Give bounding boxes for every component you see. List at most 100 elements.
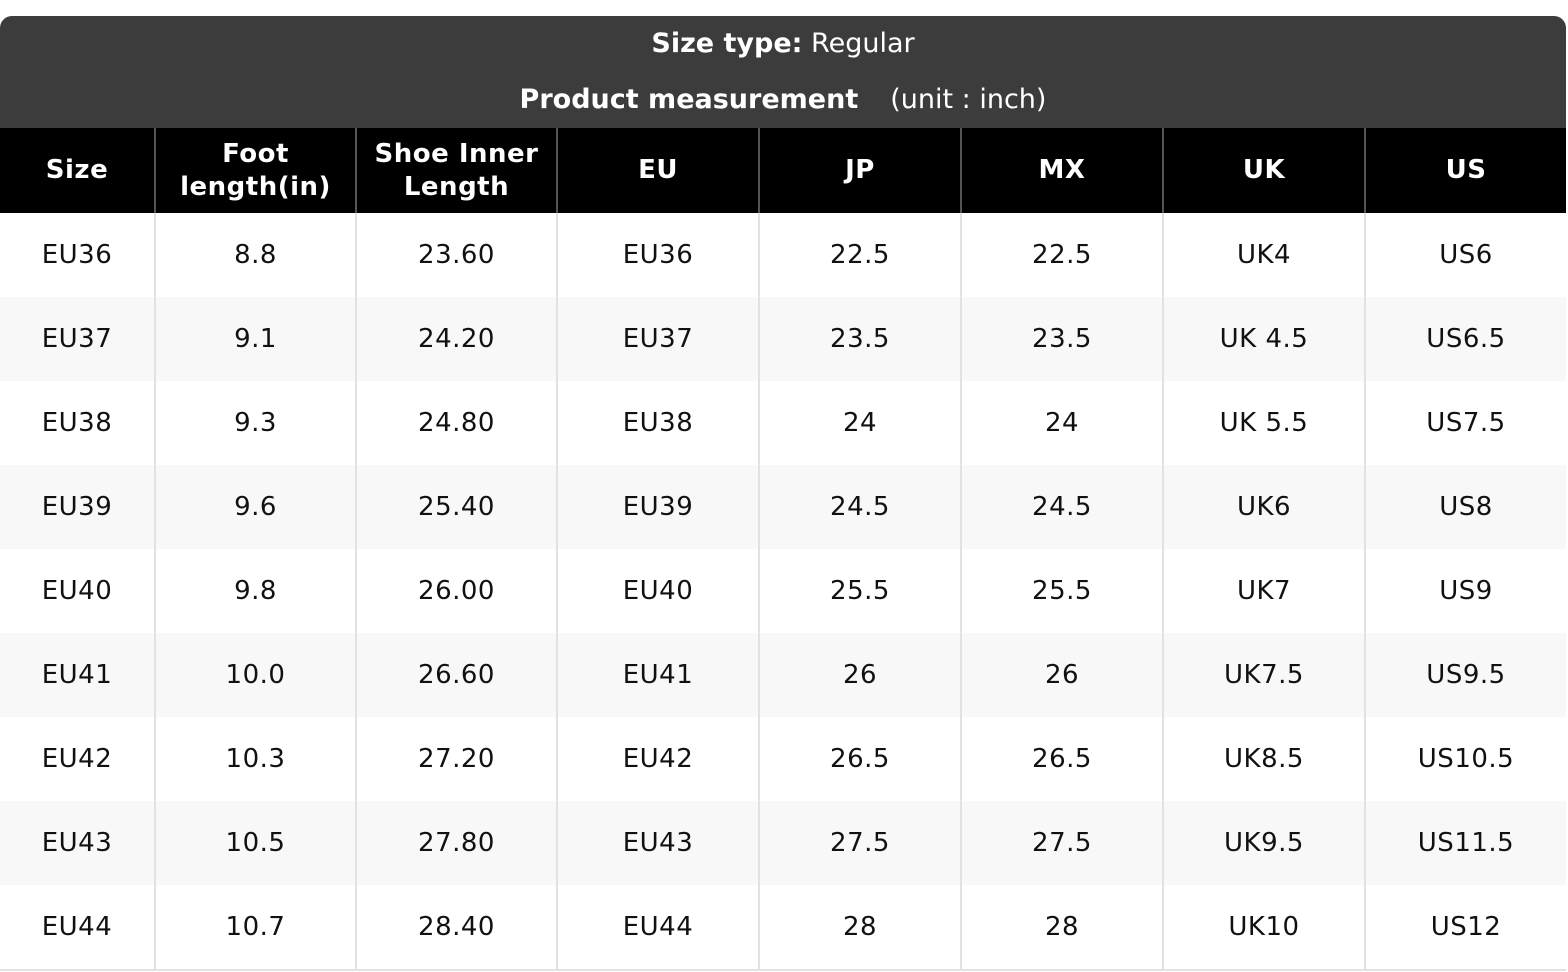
table-cell: 26 <box>960 633 1163 717</box>
unit-note: (unit : inch) <box>890 84 1047 115</box>
table-cell: EU44 <box>0 885 155 969</box>
table-cell: 10.0 <box>154 633 356 717</box>
table-cell: 23.60 <box>355 213 557 297</box>
table-row: EU43 10.5 27.80 EU43 27.5 27.5 UK9.5 US11.5 <box>0 801 1566 885</box>
table-cell: UK8.5 <box>1162 717 1365 801</box>
table-cell: 22.5 <box>960 213 1163 297</box>
table-cell: US6 <box>1364 213 1566 297</box>
column-header: MX <box>960 128 1163 213</box>
table-cell: EU39 <box>0 465 155 549</box>
table-cell: EU36 <box>556 213 759 297</box>
table-cell: 26 <box>758 633 961 717</box>
table-cell: 25.40 <box>355 465 557 549</box>
table-cell: 28.40 <box>355 885 557 969</box>
table-cell: EU43 <box>0 801 155 885</box>
table-cell: UK6 <box>1162 465 1365 549</box>
table-cell: US7.5 <box>1364 381 1566 465</box>
table-cell: UK4 <box>1162 213 1365 297</box>
size-type-value: Regular <box>811 28 915 59</box>
table-body: EU36 8.8 23.60 EU36 22.5 22.5 UK4 US6 EU37 9.1 24.… <box>0 213 1566 969</box>
table-cell: 8.8 <box>154 213 356 297</box>
table-cell: UK 5.5 <box>1162 381 1365 465</box>
table-cell: 23.5 <box>758 297 961 381</box>
table-row: EU36 8.8 23.60 EU36 22.5 22.5 UK4 US6 <box>0 213 1566 297</box>
table-cell: 27.5 <box>758 801 961 885</box>
table-cell: US9 <box>1364 549 1566 633</box>
table-cell: US12 <box>1364 885 1566 969</box>
table-cell: UK7 <box>1162 549 1365 633</box>
table-cell: EU40 <box>0 549 155 633</box>
table-cell: 9.6 <box>154 465 356 549</box>
table-row: EU37 9.1 24.20 EU37 23.5 23.5 UK 4.5 US6.5 <box>0 297 1566 381</box>
table-cell: 26.60 <box>355 633 557 717</box>
table-cell: 27.20 <box>355 717 557 801</box>
table-cell: US10.5 <box>1364 717 1566 801</box>
table-cell: 26.5 <box>758 717 961 801</box>
table-cell: 24.80 <box>355 381 557 465</box>
table-cell: EU41 <box>0 633 155 717</box>
table-row: EU40 9.8 26.00 EU40 25.5 25.5 UK7 US9 <box>0 549 1566 633</box>
table-cell: 26.5 <box>960 717 1163 801</box>
table-cell: 25.5 <box>960 549 1163 633</box>
table-cell: 9.1 <box>154 297 356 381</box>
table-cell: 24.5 <box>960 465 1163 549</box>
table-cell: 24 <box>960 381 1163 465</box>
measurement-label: Product measurement <box>519 84 859 115</box>
column-header: Shoe Inner Length <box>355 128 557 213</box>
table-cell: 27.80 <box>355 801 557 885</box>
table-cell: 23.5 <box>960 297 1163 381</box>
table-cell: UK 4.5 <box>1162 297 1365 381</box>
table-cell: 24 <box>758 381 961 465</box>
table-cell: 9.3 <box>154 381 356 465</box>
table-cell: US6.5 <box>1364 297 1566 381</box>
table-cell: 9.8 <box>154 549 356 633</box>
table-cell: UK10 <box>1162 885 1365 969</box>
size-table: Size Foot length(in) Shoe Inner Length EU JP… <box>0 128 1566 969</box>
table-cell: 10.3 <box>154 717 356 801</box>
table-row: EU38 9.3 24.80 EU38 24 24 UK 5.5 US7.5 <box>0 381 1566 465</box>
table-cell: 10.7 <box>154 885 356 969</box>
table-cell: EU43 <box>556 801 759 885</box>
table-cell: 24.20 <box>355 297 557 381</box>
table-cell: EU37 <box>556 297 759 381</box>
column-header: EU <box>556 128 759 213</box>
column-header: UK <box>1162 128 1365 213</box>
table-cell: EU41 <box>556 633 759 717</box>
header-banner: Size type: Regular Product measurement (u… <box>0 16 1566 128</box>
table-cell: 27.5 <box>960 801 1163 885</box>
table-cell: US8 <box>1364 465 1566 549</box>
size-type-label: Size type: <box>651 28 803 59</box>
table-cell: US11.5 <box>1364 801 1566 885</box>
table-cell: EU42 <box>556 717 759 801</box>
table-cell: EU39 <box>556 465 759 549</box>
table-cell: 25.5 <box>758 549 961 633</box>
table-cell: EU38 <box>0 381 155 465</box>
size-type-line: Size type: Regular <box>0 24 1566 64</box>
table-cell: 28 <box>758 885 961 969</box>
table-cell: EU37 <box>0 297 155 381</box>
table-cell: 10.5 <box>154 801 356 885</box>
table-cell: EU38 <box>556 381 759 465</box>
table-cell: EU36 <box>0 213 155 297</box>
table-row: EU42 10.3 27.20 EU42 26.5 26.5 UK8.5 US10.5 <box>0 717 1566 801</box>
table-cell: 28 <box>960 885 1163 969</box>
table-cell: EU40 <box>556 549 759 633</box>
table-cell: UK7.5 <box>1162 633 1365 717</box>
table-cell: EU44 <box>556 885 759 969</box>
column-header: US <box>1364 128 1566 213</box>
table-row: EU41 10.0 26.60 EU41 26 26 UK7.5 US9.5 <box>0 633 1566 717</box>
column-header: Size <box>0 128 155 213</box>
table-row: EU44 10.7 28.40 EU44 28 28 UK10 US12 <box>0 885 1566 969</box>
size-chart: Size type: Regular Product measurement (u… <box>0 16 1566 971</box>
table-row: EU39 9.6 25.40 EU39 24.5 24.5 UK6 US8 <box>0 465 1566 549</box>
table-cell: UK9.5 <box>1162 801 1365 885</box>
table-cell: 26.00 <box>355 549 557 633</box>
table-cell: 24.5 <box>758 465 961 549</box>
table-cell: EU42 <box>0 717 155 801</box>
table-cell: 22.5 <box>758 213 961 297</box>
header-row: Size Foot length(in) Shoe Inner Length EU JP… <box>0 128 1566 213</box>
measurement-line: Product measurement (unit : inch) <box>0 80 1566 120</box>
column-header: Foot length(in) <box>154 128 356 213</box>
column-header: JP <box>758 128 961 213</box>
